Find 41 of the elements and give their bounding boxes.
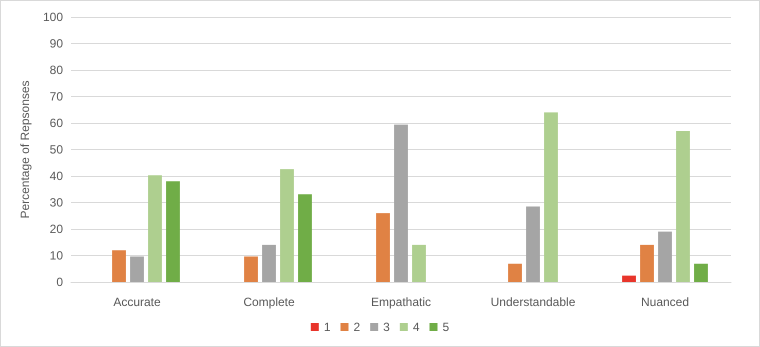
bar	[640, 244, 654, 282]
bar	[130, 256, 144, 282]
bar	[622, 276, 636, 282]
y-tick-label: 30	[50, 196, 64, 210]
legend-label: 4	[412, 320, 420, 334]
bar	[412, 244, 426, 282]
y-tick-label: 70	[50, 90, 64, 104]
bar	[508, 264, 522, 282]
y-tick-label: 40	[50, 169, 64, 183]
bar	[280, 169, 294, 282]
y-axis-title: Percentage of Repsonses	[18, 80, 32, 219]
legend-label: 3	[383, 320, 390, 334]
y-tick-label: 20	[50, 222, 64, 236]
bar	[298, 194, 312, 282]
y-tick-label: 50	[50, 142, 64, 156]
legend-label: 1	[324, 320, 331, 334]
legend-label: 2	[353, 320, 360, 334]
bar	[544, 112, 558, 282]
bar	[658, 232, 672, 282]
y-tick-label: 90	[50, 36, 64, 50]
bar	[148, 175, 162, 282]
bar	[112, 250, 126, 282]
y-tick-label: 80	[50, 63, 64, 77]
bar	[394, 124, 408, 282]
x-tick-label: Empathatic	[370, 295, 432, 309]
bar	[244, 256, 258, 282]
x-tick-label: Accurate	[113, 295, 161, 309]
bar	[694, 264, 708, 282]
x-tick-label: Understandable	[490, 295, 576, 309]
bar	[376, 213, 390, 282]
x-tick-label: Complete	[243, 295, 296, 309]
bar	[262, 244, 276, 282]
bar	[526, 206, 540, 282]
y-tick-label: 60	[50, 116, 64, 130]
y-tick-label: 100	[42, 10, 64, 24]
x-tick-label: Nuanced	[640, 295, 690, 309]
bar	[166, 181, 180, 282]
bar	[676, 130, 690, 282]
legend-label: 5	[442, 320, 450, 334]
y-tick-label: 0	[56, 275, 64, 289]
y-tick-label: 10	[50, 248, 64, 262]
